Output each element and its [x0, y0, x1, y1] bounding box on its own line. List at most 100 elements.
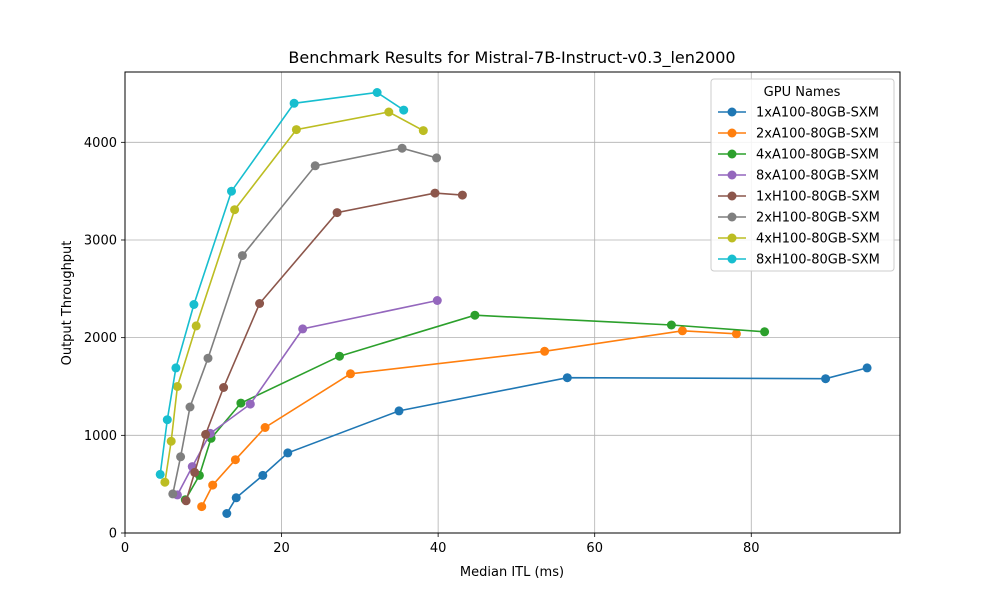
legend-item: 8xA100-80GB-SXM — [718, 169, 879, 184]
data-point — [418, 126, 428, 136]
legend-swatch-marker — [727, 212, 737, 222]
data-point — [255, 299, 265, 308]
y-axis-label: Output Throughput — [60, 241, 75, 366]
data-point — [432, 296, 442, 305]
data-point — [230, 455, 240, 465]
series-line — [176, 299, 438, 496]
data-point — [430, 188, 440, 198]
series-line — [184, 314, 765, 501]
data-point — [289, 98, 299, 108]
legend-swatch-marker — [727, 170, 737, 180]
data-point — [230, 205, 240, 215]
legend-label: 1xA100-80GB-SXM — [756, 106, 879, 121]
legend-item: 2xA100-80GB-SXM — [718, 127, 879, 142]
data-point — [666, 320, 676, 330]
data-point — [760, 327, 770, 337]
x-tick-label: 20 — [273, 541, 290, 556]
legend-label: 4xH100-80GB-SXM — [756, 232, 880, 247]
x-tick-label: 80 — [743, 541, 760, 556]
axis-ticks: 0 20 40 60 80 0 1000 2000 3000 4000 — [84, 136, 760, 556]
x-tick-label: 60 — [586, 541, 603, 556]
data-point — [171, 363, 181, 373]
legend-item: 1xA100-80GB-SXM — [718, 106, 879, 121]
data-point — [562, 373, 572, 383]
data-point — [245, 399, 255, 409]
legend-swatch-marker — [727, 191, 737, 201]
series-4xh100-80gb-sxm — [160, 107, 428, 487]
data-point — [222, 509, 232, 518]
legend-item: 1xH100-80GB-SXM — [718, 190, 880, 205]
data-point — [399, 105, 409, 115]
series-line — [164, 111, 424, 483]
data-point — [540, 346, 550, 356]
x-tick-label: 40 — [430, 541, 447, 556]
legend-item: 2xH100-80GB-SXM — [718, 211, 880, 226]
data-point — [190, 467, 200, 477]
legend-swatch-marker — [727, 233, 737, 243]
data-point — [258, 470, 268, 480]
y-tick-label: 2000 — [84, 331, 117, 346]
series-line — [226, 367, 868, 514]
data-point — [227, 186, 236, 196]
data-point — [283, 448, 293, 458]
y-tick-label: 1000 — [84, 429, 117, 444]
legend-label: 2xA100-80GB-SXM — [756, 127, 879, 142]
data-point — [432, 153, 442, 163]
x-tick-label: 0 — [121, 541, 129, 556]
x-axis-label: Median ITL (ms) — [460, 565, 564, 580]
data-point — [298, 324, 308, 334]
legend-label: 8xA100-80GB-SXM — [756, 169, 879, 184]
data-point — [862, 363, 872, 373]
data-point — [181, 496, 191, 506]
data-point — [372, 88, 382, 97]
legend-items: 1xA100-80GB-SXM 2xA100-80GB-SXM 4xA100-80G… — [718, 106, 880, 268]
series-2xa100-80gb-sxm — [197, 326, 741, 512]
legend-item: 4xA100-80GB-SXM — [718, 148, 879, 163]
data-point — [346, 369, 355, 379]
data-point — [384, 107, 394, 117]
data-point — [291, 125, 301, 135]
legend-box — [710, 78, 895, 272]
data-point — [185, 402, 195, 412]
series-line — [159, 91, 405, 475]
data-point — [677, 326, 687, 336]
data-point — [201, 429, 211, 439]
legend-label: 1xH100-80GB-SXM — [756, 190, 880, 205]
y-tick-label: 0 — [109, 527, 117, 542]
legend-swatch-marker — [727, 149, 737, 159]
series-1xa100-80gb-sxm — [222, 363, 872, 518]
data-point — [237, 251, 247, 261]
legend-item: 4xH100-80GB-SXM — [718, 232, 880, 247]
data-point — [332, 208, 342, 218]
legend-item: 8xH100-80GB-SXM — [718, 253, 880, 268]
series-line — [185, 192, 463, 502]
legend-swatch-marker — [727, 254, 737, 264]
plot-frame — [124, 71, 901, 534]
chart-title: Benchmark Results for Mistral-7B-Instruc… — [288, 48, 735, 68]
data-point — [821, 374, 831, 384]
data-point — [191, 321, 201, 331]
data-point — [470, 310, 480, 320]
legend-label: 2xH100-80GB-SXM — [756, 211, 880, 226]
data-point — [176, 452, 186, 462]
legend-label: 8xH100-80GB-SXM — [756, 253, 880, 268]
data-point — [172, 382, 182, 391]
data-point — [335, 351, 344, 361]
data-point — [236, 398, 246, 408]
y-tick-label: 3000 — [84, 233, 117, 248]
data-point — [203, 353, 213, 363]
data-point — [260, 423, 270, 432]
data-point — [219, 383, 229, 392]
data-point — [231, 493, 241, 503]
data-point — [310, 161, 320, 171]
data-point — [394, 406, 404, 416]
data-point — [731, 329, 741, 339]
series-1xh100-80gb-sxm — [181, 188, 467, 506]
data-point — [162, 415, 172, 425]
data-point — [189, 300, 199, 309]
legend: GPU Names 1xA100-80GB-SXM 2xA100-80GB-SXM… — [710, 78, 895, 272]
legend-swatch-marker — [727, 128, 737, 138]
data-point — [208, 480, 218, 490]
data-point — [168, 489, 178, 499]
